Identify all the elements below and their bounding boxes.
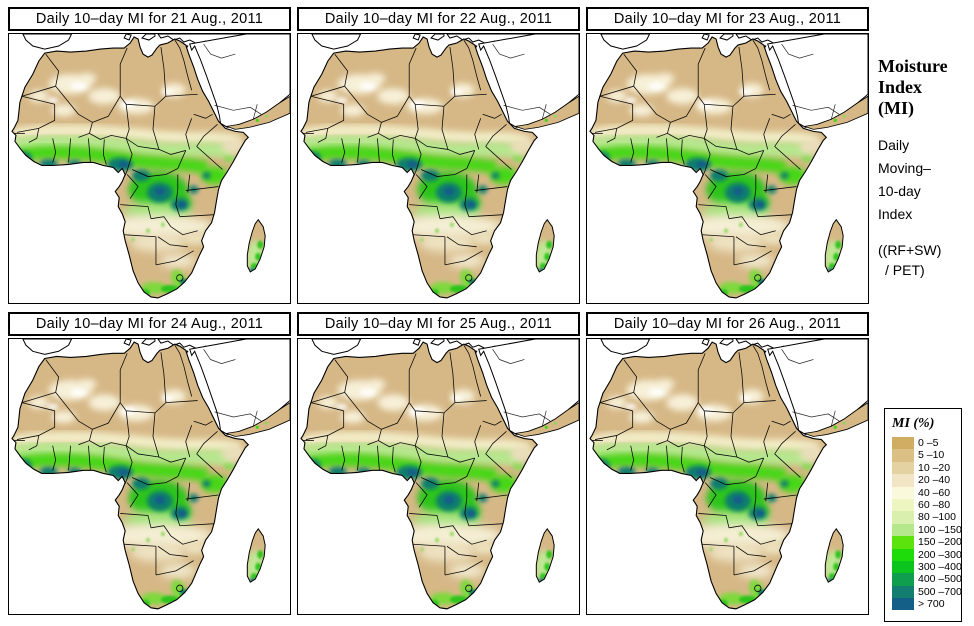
- legend-row: 150 –200: [892, 536, 962, 549]
- legend-row: 100 –150: [892, 523, 962, 537]
- panel-title-22-aug: Daily 10–day MI for 22 Aug., 2011: [297, 7, 580, 31]
- legend-swatch: [892, 486, 914, 499]
- panel-title-21-aug: Daily 10–day MI for 21 Aug., 2011: [8, 7, 291, 31]
- panel-title-26-aug: Daily 10–day MI for 26 Aug., 2011: [586, 312, 869, 336]
- legend-label: 400 –500: [918, 573, 962, 586]
- figure-title-line: Moisture: [878, 56, 948, 76]
- africa-map-25-aug: [297, 338, 580, 615]
- legend-label: 10 –20: [918, 461, 951, 474]
- figure-description-line: Index: [878, 206, 913, 222]
- panel-title-24-aug: Daily 10–day MI for 24 Aug., 2011: [8, 312, 291, 336]
- legend-swatch: [892, 461, 914, 475]
- map-grid: Daily 10–day MI for 21 Aug., 2011 Daily …: [8, 7, 869, 615]
- legend-label: 80 –100: [918, 511, 956, 524]
- legend-label: 100 –150: [918, 523, 962, 536]
- legend-label: 40 –60: [918, 486, 951, 499]
- legend-row: 10 –20: [892, 461, 961, 475]
- legend-row: 20 –40: [892, 474, 961, 487]
- legend-row: 80 –100: [892, 511, 961, 524]
- legend-label: 20 –40: [918, 474, 951, 487]
- figure-formula-line: ((RF+SW): [878, 242, 942, 258]
- figure-description: Daily Moving– 10-day Index: [878, 134, 974, 226]
- legend-label: 300 –400: [918, 560, 962, 573]
- map-panel-22-aug: Daily 10–day MI for 22 Aug., 2011: [297, 7, 580, 304]
- legend-row: 400 –500: [892, 573, 962, 586]
- legend-label: 0 –5: [918, 437, 939, 449]
- africa-map-21-aug: [8, 33, 291, 304]
- legend-swatch: [892, 498, 914, 512]
- legend-row: 300 –400: [892, 560, 962, 574]
- africa-map-26-aug: [586, 338, 869, 615]
- legend-swatch: [892, 437, 914, 450]
- legend-swatch: [892, 523, 914, 537]
- legend-label: 60 –80: [918, 498, 951, 511]
- legend-label: 5 –10: [918, 449, 945, 462]
- africa-map-23-aug: [586, 33, 869, 304]
- map-panel-24-aug: Daily 10–day MI for 24 Aug., 2011: [8, 312, 291, 615]
- panel-title-23-aug: Daily 10–day MI for 23 Aug., 2011: [586, 7, 869, 31]
- legend-label: 150 –200: [918, 536, 962, 549]
- legend-swatch: [892, 511, 914, 524]
- figure-description-line: 10-day: [878, 183, 921, 199]
- legend-label: 500 –700: [918, 585, 962, 598]
- color-legend: MI (%) 0 –5 5 –10 10 –20 20 –40 40 –60 6…: [884, 408, 962, 622]
- figure-description-line: Moving–: [878, 160, 931, 176]
- legend-row: 0 –5: [892, 437, 961, 450]
- figure-title: Moisture Index (MI): [878, 56, 974, 119]
- figure-formula-line: / PET): [885, 262, 925, 278]
- map-panel-23-aug: Daily 10–day MI for 23 Aug., 2011: [586, 7, 869, 304]
- figure-title-line: (MI): [878, 98, 914, 118]
- legend-swatch: [892, 474, 914, 487]
- africa-map-24-aug: [8, 338, 291, 615]
- legend-row: 5 –10: [892, 449, 961, 462]
- legend-row: 60 –80: [892, 498, 961, 512]
- panel-title-25-aug: Daily 10–day MI for 25 Aug., 2011: [297, 312, 580, 336]
- legend-swatch: [892, 536, 914, 549]
- legend-row: 500 –700: [892, 585, 962, 599]
- legend-swatch: [892, 585, 914, 599]
- legend-title: MI (%): [892, 416, 935, 431]
- sidebar: Moisture Index (MI) Daily Moving– 10-day…: [878, 56, 974, 280]
- legend-swatch: [892, 560, 914, 574]
- legend-swatch: [892, 598, 914, 611]
- map-panel-26-aug: Daily 10–day MI for 26 Aug., 2011: [586, 312, 869, 615]
- figure-title-line: Index: [878, 77, 923, 97]
- legend-swatch: [892, 548, 914, 561]
- figure-formula: ((RF+SW) / PET): [878, 240, 974, 280]
- legend-label: > 700: [918, 598, 945, 611]
- legend-swatch: [892, 573, 914, 586]
- legend-label: 200 –300: [918, 548, 962, 561]
- map-panel-21-aug: Daily 10–day MI for 21 Aug., 2011: [8, 7, 291, 304]
- figure-description-line: Daily: [878, 137, 910, 153]
- legend-row: 200 –300: [892, 548, 962, 561]
- legend-rows: 0 –5 5 –10 10 –20 20 –40 40 –60 60 –80 8…: [885, 437, 962, 611]
- map-panel-25-aug: Daily 10–day MI for 25 Aug., 2011: [297, 312, 580, 615]
- africa-map-22-aug: [297, 33, 580, 304]
- legend-swatch: [892, 449, 914, 462]
- legend-row: 40 –60: [892, 486, 961, 499]
- legend-row: > 700: [892, 598, 961, 611]
